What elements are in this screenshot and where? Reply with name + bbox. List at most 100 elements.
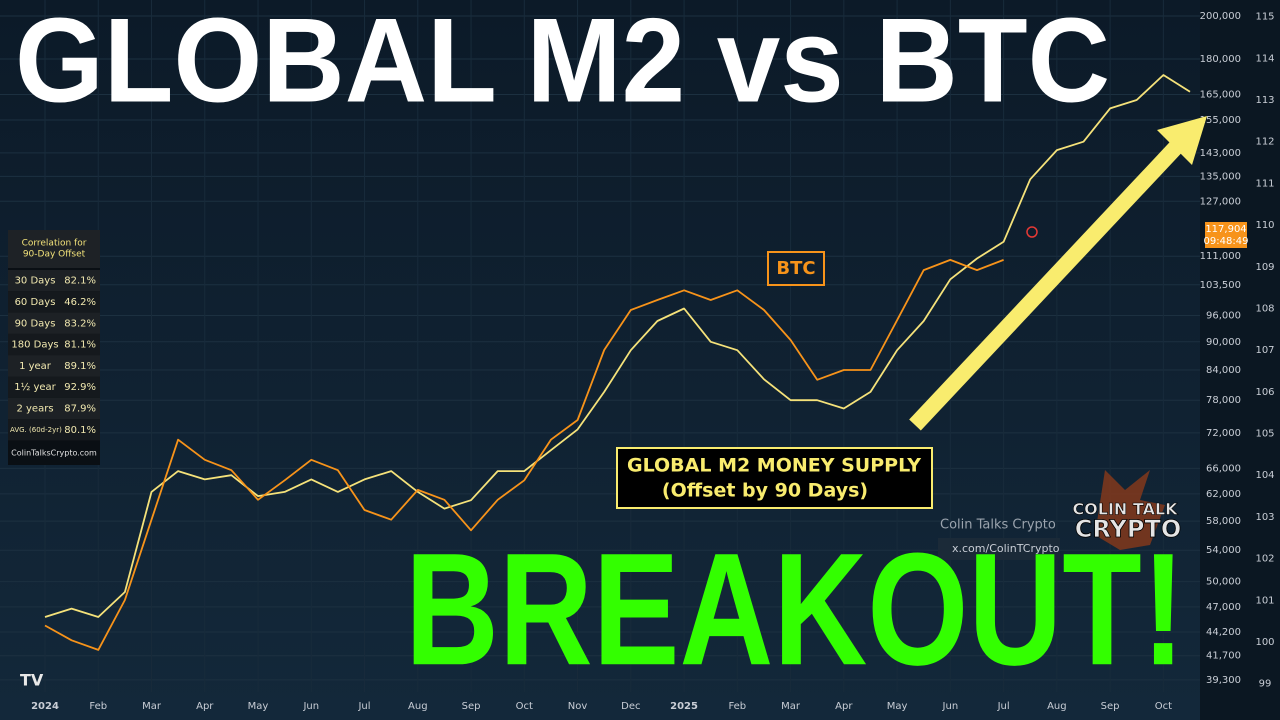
y-tick-label: 66,000 [1206,463,1241,474]
x-tick-label: Jun [942,701,959,712]
x-tick-label: Mar [781,701,801,712]
x-tick-label: Jun [302,701,319,712]
table-value: 83.2% [64,318,96,329]
table-period: 180 Days [11,340,58,351]
x-tick-label: Sep [462,701,481,712]
y2-tick-label: 104 [1255,470,1274,481]
y-tick-label: 39,300 [1206,675,1241,686]
plot [44,74,1191,651]
y2-tick-label: 99 [1259,679,1272,690]
y2-tick-label: 100 [1255,637,1274,648]
y2-tick-label: 112 [1255,137,1274,148]
y2-tick-label: 113 [1255,95,1274,106]
y2-tick-label: 108 [1255,303,1274,314]
table-value: 87.9% [64,403,96,414]
table-row [8,291,100,313]
table-period: AVG. (60d-2yr) [10,426,62,434]
x-tick-label: Apr [835,701,853,712]
table-period: 2 years [16,403,53,414]
table-period: 1½ year [14,381,56,393]
y2-tick-label: 111 [1255,178,1274,189]
x-tick-label: Oct [516,701,533,712]
y-tick-label: 103,500 [1200,280,1241,291]
table-row [8,397,100,420]
y-tick-label: 96,000 [1206,310,1241,321]
x-tick-label: Dec [621,701,640,712]
table-row [8,376,100,398]
y2-tick-label: 109 [1255,262,1274,273]
table-value: 46.2% [64,297,96,308]
y-tick-label: 90,000 [1206,337,1241,348]
x-tick-label: Apr [196,701,214,712]
y2-tick-label: 114 [1255,53,1274,64]
m2-annotation: (Offset by 90 Days) [662,480,868,502]
y-tick-label: 127,000 [1200,196,1241,207]
x-tick-label: 2025 [670,701,698,712]
y2-tick-label: 107 [1255,345,1274,356]
btc-label: BTC [776,258,815,279]
price-marker-value: 117,904 [1205,224,1246,235]
table-row [8,270,100,292]
y-tick-label: 165,000 [1200,89,1241,100]
x-tick-label: Nov [568,701,588,712]
y-tick-label: 143,000 [1200,148,1241,159]
y-tick-label: 41,700 [1206,651,1241,662]
arrow [909,139,1184,431]
x-tick-label: Aug [408,701,428,712]
table-period: 90 Days [15,318,56,329]
title: GLOBAL M2 vs BTC [15,0,1110,128]
table-row [8,355,100,377]
x-tick-label: 2024 [31,701,59,712]
table-row [8,312,100,334]
y-tick-label: 47,000 [1206,602,1241,613]
x-tick-label: Jul [357,701,370,712]
btc-label-box [767,251,825,286]
x-tick-label: Feb [89,701,107,712]
headline: BREAKOUT! [405,519,1185,698]
brand-name: Colin Talks Crypto [940,518,1056,533]
table-period: 1 year [19,361,52,372]
table-title: 90-Day Offset [23,250,86,260]
y-tick-label: 54,000 [1206,545,1241,556]
y-tick-label: 180,000 [1200,54,1241,65]
price-marker [1205,222,1247,248]
table-row [8,333,100,356]
y-tick-label: 62,000 [1206,489,1241,500]
x-tick-label: Sep [1101,701,1120,712]
y2-tick-label: 103 [1255,512,1274,523]
overlay: BTC GLOBAL M2 MONEY SUPPLY (Offset by 90… [15,0,1248,698]
x-tick-label: Aug [1047,701,1067,712]
table-value: 89.1% [64,361,96,372]
y-tick-label: 78,000 [1206,395,1241,406]
x-tick-label: May [248,701,269,712]
table-title: Correlation for [22,239,87,249]
table-row [8,419,100,441]
series-line [44,74,1191,618]
logo-bottom: CRYPTO [1075,515,1182,543]
last-point [1026,226,1038,238]
m2-label-box [616,447,933,509]
x-tick-label: Mar [142,701,162,712]
y-tick-label: 72,000 [1206,428,1241,439]
table-value: 92.9% [64,382,96,393]
x-tick-label: Feb [728,701,746,712]
brand-handle: x.com/ColinTCrypto [952,542,1060,555]
y-tick-label: 44,200 [1206,627,1241,638]
x-tick-label: Oct [1155,701,1172,712]
axis-panel [1200,0,1280,720]
tv-logo: TV [20,671,44,690]
table-value: 80.1% [64,425,96,436]
y-tick-label: 111,000 [1200,251,1241,262]
table-footer: ColinTalksCrypto.com [11,449,97,458]
y-tick-label: 84,000 [1206,365,1241,376]
y2-tick-label: 115 [1255,12,1274,23]
y2-tick-label: 101 [1255,595,1274,606]
table-value: 81.1% [64,340,96,351]
table-header [8,230,100,268]
y2-tick-label: 102 [1255,554,1274,565]
table-period: 60 Days [15,297,56,308]
m2-label: GLOBAL M2 MONEY SUPPLY [627,455,921,477]
x-tick-label: Jul [997,701,1010,712]
